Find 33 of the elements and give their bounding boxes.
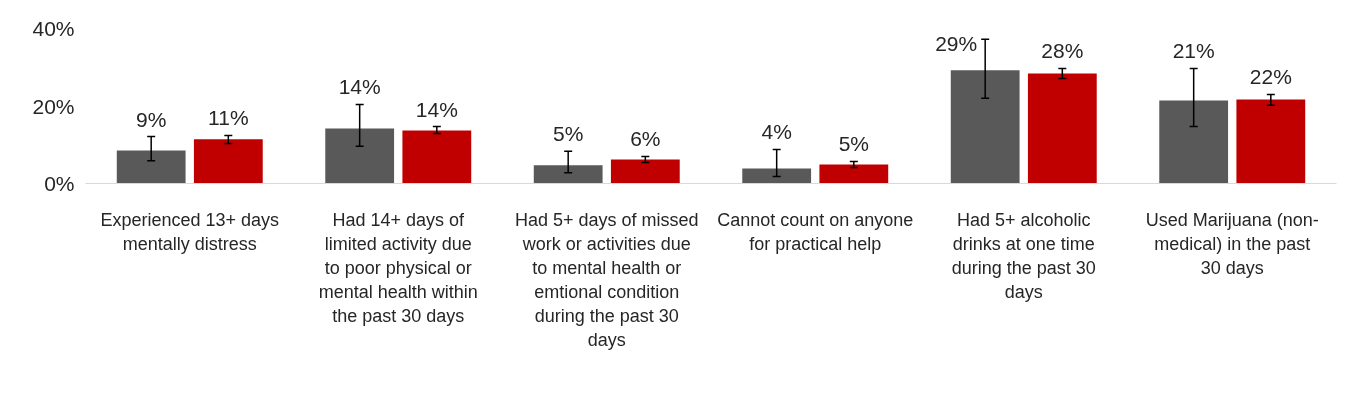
y-tick-label: 0% [44, 172, 75, 195]
bar [950, 70, 1020, 184]
data-label: 5% [553, 122, 584, 146]
data-label: 5% [838, 132, 870, 156]
bar [1236, 99, 1306, 184]
data-label: 29% [935, 31, 978, 55]
bar [533, 165, 603, 184]
bar [116, 150, 186, 184]
x-tick-label: Experienced 13+ days mentally distress [100, 209, 280, 254]
bar [1027, 73, 1097, 184]
x-tick-label: Had 14+ days of limited activity due to poor physical or mental health within the past 30 days [318, 209, 478, 326]
data-label: 21% [1172, 39, 1215, 63]
data-label: 6% [630, 127, 661, 151]
data-label: 22% [1249, 65, 1292, 89]
data-label: 9% [136, 107, 167, 131]
x-tick-label: Used Marijuana (non-medical) in the past 30 days [1145, 209, 1319, 278]
bar [819, 164, 889, 184]
data-label: 14% [415, 97, 458, 121]
data-label: 4% [761, 120, 792, 144]
bar [742, 168, 812, 184]
bar [1159, 100, 1229, 184]
data-label: 11% [208, 106, 249, 130]
x-tick-label: Had 5+ days of missed work or activities due to mental health or emtional condition during the past 30 days [514, 209, 699, 350]
y-tick-label: 40% [32, 17, 75, 40]
data-label: 14% [338, 75, 381, 99]
bar [402, 130, 472, 184]
bar [325, 128, 395, 184]
bar [193, 139, 263, 184]
data-label: 28% [1041, 39, 1084, 63]
y-tick-label: 20% [32, 94, 75, 118]
x-tick-label: Had 5+ alcoholic drinks at one time during the past 30 days [951, 209, 1096, 302]
x-tick-label: Cannot count on anyone for practical help [717, 209, 914, 254]
bar [610, 159, 680, 184]
